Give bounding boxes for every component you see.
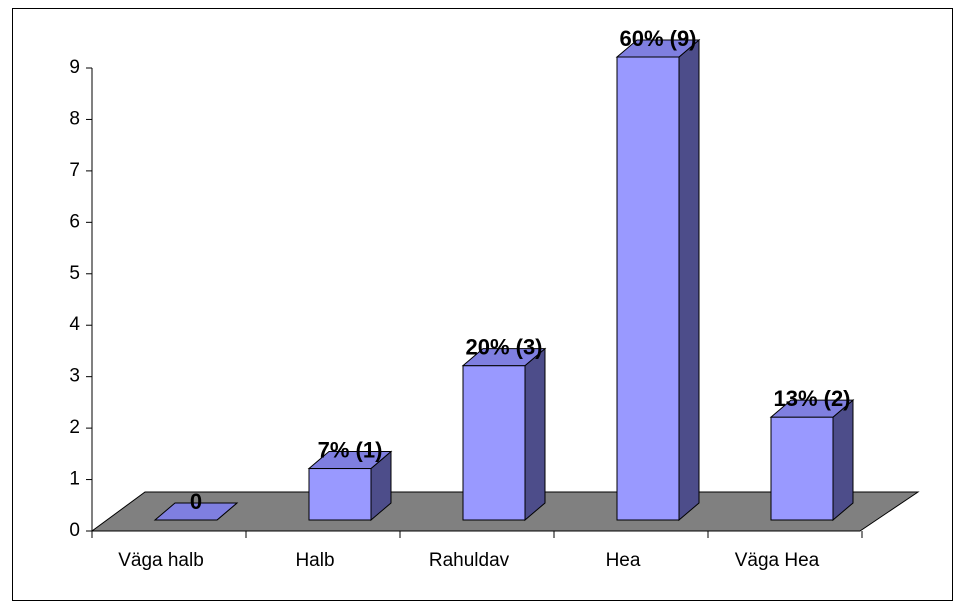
y-tick-label: 3 [69, 366, 80, 387]
value-label: 13% (2) [773, 386, 850, 411]
y-tick-label: 0 [69, 520, 80, 541]
value-label: 0 [190, 489, 202, 514]
bar [770, 416, 834, 521]
y-tick-label: 9 [69, 57, 80, 78]
bar-side [524, 347, 546, 522]
value-label: 7% (1) [318, 437, 383, 462]
bar-top [307, 451, 393, 470]
bar [616, 56, 680, 521]
x-tick-label: Rahuldav [429, 550, 510, 571]
x-tick-label: Hea [606, 550, 641, 571]
y-tick-label: 2 [69, 417, 80, 438]
y-tick-label: 4 [69, 314, 80, 335]
bar-top [461, 348, 547, 367]
bar-top [615, 39, 701, 58]
x-tick-label: Väga halb [118, 550, 204, 571]
bar [462, 365, 526, 521]
bar-side [832, 399, 854, 522]
value-label: 20% (3) [465, 334, 542, 359]
bar-side [678, 38, 700, 522]
y-tick-label: 8 [69, 108, 80, 129]
bar [308, 468, 372, 521]
x-tick-label: Halb [295, 550, 334, 571]
bar-top [769, 399, 855, 418]
y-tick-label: 1 [69, 469, 80, 490]
y-tick-label: 7 [69, 160, 80, 181]
y-tick-label: 6 [69, 211, 80, 232]
bar-top [153, 502, 239, 521]
x-tick-label: Väga Hea [735, 550, 820, 571]
value-label: 60% (9) [619, 26, 696, 51]
y-tick-label: 5 [69, 263, 80, 284]
